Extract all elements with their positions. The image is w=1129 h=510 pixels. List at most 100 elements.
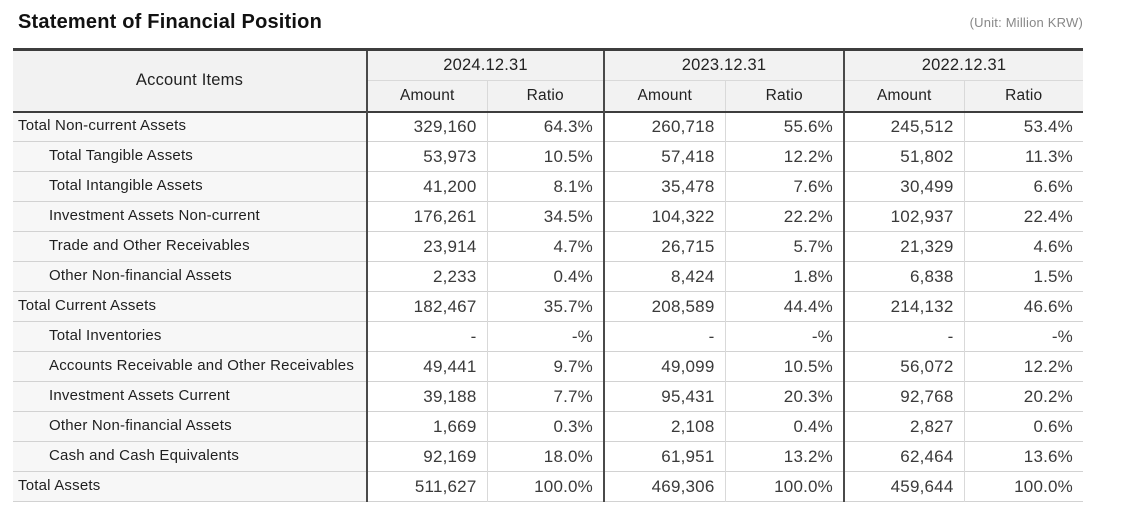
sub-header-row: Amount Ratio Amount Ratio Amount Ratio	[13, 80, 1083, 112]
amount-cell: 39,188	[366, 381, 487, 412]
ratio-cell: 1.8%	[724, 261, 844, 292]
account-item-label: Trade and Other Receivables	[13, 231, 367, 262]
ratio-cell: 10.5%	[486, 141, 604, 172]
ratio-cell: 0.6%	[963, 411, 1083, 442]
amount-cell: 57,418	[603, 141, 725, 172]
ratio-cell: 46.6%	[963, 291, 1083, 322]
account-item-label: Total Current Assets	[13, 291, 367, 322]
amount-cell: 53,973	[366, 141, 487, 172]
amount-cell: 26,715	[603, 231, 725, 262]
ratio-header: Ratio	[963, 80, 1083, 112]
ratio-cell: -%	[963, 321, 1083, 352]
amount-header: Amount	[366, 80, 487, 112]
ratio-header: Ratio	[724, 80, 844, 112]
account-item-label: Other Non-financial Assets	[13, 261, 367, 292]
amount-cell: 329,160	[366, 111, 487, 142]
amount-cell: 6,838	[843, 261, 964, 292]
amount-cell: 182,467	[366, 291, 487, 322]
table-row: Total Tangible Assets 53,973 10.5% 57,418 12…	[13, 141, 1083, 172]
amount-cell: 56,072	[843, 351, 964, 382]
amount-cell: 35,478	[603, 171, 725, 202]
ratio-cell: 53.4%	[963, 111, 1083, 142]
amount-header: Amount	[603, 80, 725, 112]
amount-cell: 23,914	[366, 231, 487, 262]
ratio-cell: 18.0%	[486, 441, 604, 472]
ratio-cell: 4.7%	[486, 231, 604, 262]
ratio-cell: 13.2%	[724, 441, 844, 472]
table-row: Total Inventories - -% - -% - -%	[13, 321, 1083, 352]
amount-cell: 2,108	[603, 411, 725, 442]
amount-cell: 1,669	[366, 411, 487, 442]
amount-cell: 92,169	[366, 441, 487, 472]
amount-cell: 62,464	[843, 441, 964, 472]
table-row: Total Intangible Assets 41,200 8.1% 35,478 7…	[13, 171, 1083, 202]
ratio-cell: 20.3%	[724, 381, 844, 412]
ratio-cell: 11.3%	[963, 141, 1083, 172]
amount-cell: 214,132	[843, 291, 964, 322]
ratio-cell: 9.7%	[486, 351, 604, 382]
ratio-cell: 100.0%	[724, 471, 844, 502]
amount-cell: 208,589	[603, 291, 725, 322]
table-row: Total Current Assets 182,467 35.7% 208,589 4…	[13, 291, 1083, 322]
table-row: Trade and Other Receivables 23,914 4.7% 26,…	[13, 231, 1083, 262]
ratio-cell: 4.6%	[963, 231, 1083, 262]
ratio-cell: 12.2%	[724, 141, 844, 172]
table-header: Account Items 2024.12.31 2023.12.31 2022…	[13, 49, 1083, 112]
table-body: Total Non-current Assets 329,160 64.3% 260,…	[13, 111, 1083, 502]
amount-cell: 245,512	[843, 111, 964, 142]
account-item-label: Total Tangible Assets	[13, 141, 367, 172]
amount-cell: 51,802	[843, 141, 964, 172]
account-items-header: Account Items	[13, 49, 367, 112]
amount-cell: -	[366, 321, 487, 352]
table-row: Total Assets 511,627 100.0% 469,306 100.0% 45…	[13, 471, 1083, 502]
amount-cell: 95,431	[603, 381, 725, 412]
table-row: Other Non-financial Assets 1,669 0.3% 2,108…	[13, 411, 1083, 442]
amount-cell: 102,937	[843, 201, 964, 232]
account-item-label: Accounts Receivable and Other Receivable…	[13, 351, 367, 382]
ratio-cell: 7.6%	[724, 171, 844, 202]
ratio-cell: 13.6%	[963, 441, 1083, 472]
amount-cell: 49,441	[366, 351, 487, 382]
amount-cell: 2,233	[366, 261, 487, 292]
amount-cell: 21,329	[843, 231, 964, 262]
amount-cell: 459,644	[843, 471, 964, 502]
account-item-label: Total Assets	[13, 471, 367, 502]
table-row: Cash and Cash Equivalents 92,169 18.0% 61,9…	[13, 441, 1083, 472]
account-item-label: Total Non-current Assets	[13, 111, 367, 142]
ratio-cell: 5.7%	[724, 231, 844, 262]
ratio-cell: 55.6%	[724, 111, 844, 142]
page-title: Statement of Financial Position	[18, 11, 323, 33]
amount-cell: 92,768	[843, 381, 964, 412]
ratio-cell: 0.4%	[486, 261, 604, 292]
period-header-2022: 2022.12.31	[843, 49, 1083, 81]
unit-note: (Unit: Million KRW)	[969, 15, 1083, 30]
ratio-cell: 10.5%	[724, 351, 844, 382]
ratio-cell: 100.0%	[486, 471, 604, 502]
ratio-cell: -%	[724, 321, 844, 352]
account-item-label: Investment Assets Non-current	[13, 201, 367, 232]
table-row: Total Non-current Assets 329,160 64.3% 260,…	[13, 111, 1083, 142]
amount-cell: 61,951	[603, 441, 725, 472]
ratio-cell: 44.4%	[724, 291, 844, 322]
ratio-cell: 22.4%	[963, 201, 1083, 232]
financial-position-table: Account Items 2024.12.31 2023.12.31 2022…	[13, 48, 1083, 502]
ratio-cell: 20.2%	[963, 381, 1083, 412]
account-item-label: Cash and Cash Equivalents	[13, 441, 367, 472]
ratio-cell: 64.3%	[486, 111, 604, 142]
amount-cell: 2,827	[843, 411, 964, 442]
amount-cell: 469,306	[603, 471, 725, 502]
account-item-label: Total Intangible Assets	[13, 171, 367, 202]
period-header-2024: 2024.12.31	[366, 49, 604, 81]
account-item-label: Investment Assets Current	[13, 381, 367, 412]
amount-cell: 30,499	[843, 171, 964, 202]
page-header: Statement of Financial Position (Unit: M…	[13, 0, 1083, 48]
amount-cell: -	[603, 321, 725, 352]
ratio-cell: 8.1%	[486, 171, 604, 202]
amount-cell: -	[843, 321, 964, 352]
ratio-cell: 6.6%	[963, 171, 1083, 202]
table-row: Investment Assets Current 39,188 7.7% 95,43…	[13, 381, 1083, 412]
table-row: Investment Assets Non-current 176,261 34.5…	[13, 201, 1083, 232]
period-header-2023: 2023.12.31	[603, 49, 844, 81]
amount-cell: 49,099	[603, 351, 725, 382]
amount-cell: 8,424	[603, 261, 725, 292]
